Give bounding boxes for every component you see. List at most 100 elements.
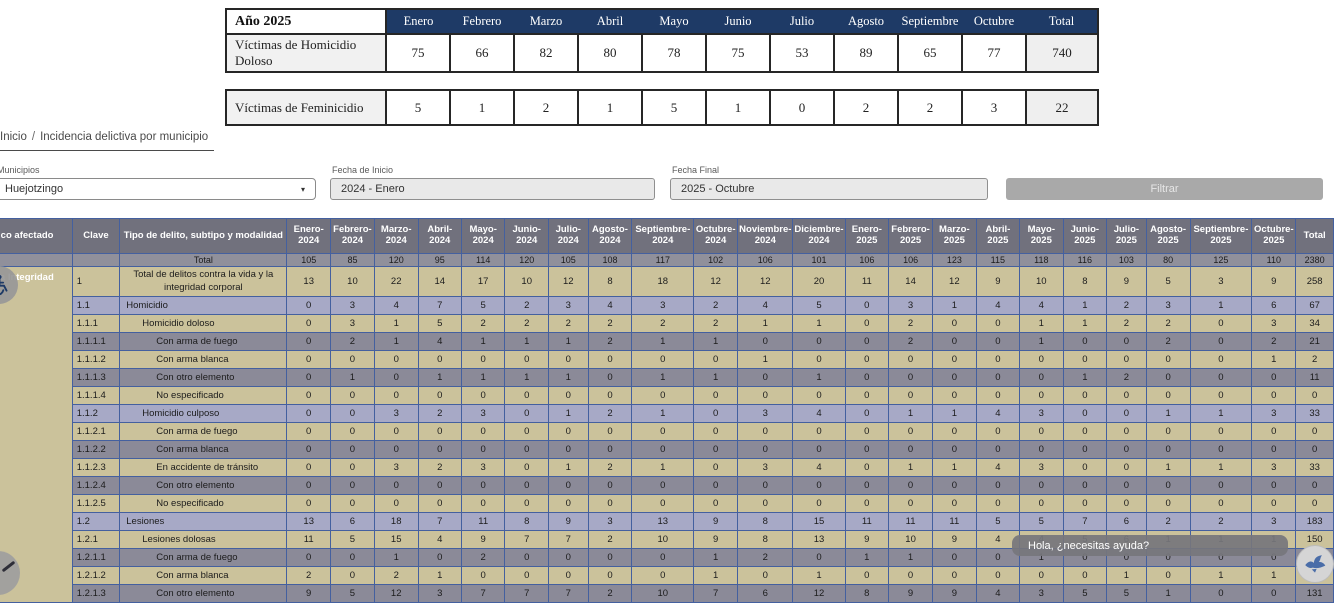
value-cell: 0 bbox=[1189, 494, 1253, 513]
crime-row-1.1: 1.1 Homicidio 0 3 4 7 5 2 3 4 3 2 4 5 0 3 1 4 4 1 2 3 1 6 67 bbox=[0, 296, 1334, 315]
value-cell: 1 bbox=[547, 458, 589, 477]
value-cell: 0 bbox=[504, 566, 549, 585]
value-cell: 3 bbox=[631, 296, 695, 315]
value-cell: 0 bbox=[631, 494, 695, 513]
summary-month-header: Total bbox=[1026, 8, 1099, 35]
value-cell: 0 bbox=[330, 440, 375, 459]
month-header: Marzo- 2025 bbox=[932, 218, 977, 254]
value-cell: 0 bbox=[975, 440, 1021, 459]
municipio-select[interactable]: Huejotzingo ▾ bbox=[0, 178, 316, 200]
value-cell: 0 bbox=[844, 458, 890, 477]
value-cell: 0 bbox=[631, 422, 695, 441]
value-cell: 0 bbox=[844, 350, 890, 369]
value-cell: 0 bbox=[1295, 440, 1334, 459]
value-cell: 0 bbox=[737, 440, 794, 459]
summary-table-homicidio: Año 2025 Enero Febrero Marzo Abril Mayo Junio… bbox=[225, 8, 1099, 73]
value-cell: 0 bbox=[932, 494, 977, 513]
month-header: Junio- 2025 bbox=[1062, 218, 1108, 254]
clave-cell: 1.2 bbox=[71, 512, 121, 531]
summary-value-cell: 2 bbox=[897, 89, 963, 126]
breadcrumb-home-link[interactable]: Inicio bbox=[0, 131, 27, 143]
value-cell: 0 bbox=[1062, 422, 1108, 441]
value-cell: 0 bbox=[792, 548, 846, 567]
value-cell: 12 bbox=[547, 266, 589, 297]
tipo-cell: Con otro elemento bbox=[119, 368, 288, 387]
fecha-inicio-input[interactable]: 2024 - Enero bbox=[330, 178, 655, 200]
value-cell: 5 bbox=[1106, 584, 1147, 603]
tipo-cell: No especificado bbox=[119, 386, 288, 405]
value-cell: 1 bbox=[792, 314, 846, 333]
value-cell: 1 bbox=[504, 332, 549, 351]
value-cell: 1 bbox=[1251, 566, 1297, 585]
value-cell: 0 bbox=[330, 404, 375, 423]
value-cell: 0 bbox=[587, 440, 633, 459]
value-cell: 9 bbox=[286, 584, 331, 603]
value-cell: 0 bbox=[1145, 566, 1191, 585]
value-cell: 0 bbox=[975, 386, 1021, 405]
total-header: Total bbox=[1295, 218, 1334, 254]
value-cell: 9 bbox=[932, 584, 977, 603]
value-cell: 3 bbox=[1251, 404, 1297, 423]
crime-row-1.1.2: 1.1.2 Homicidio culposo 0 0 3 2 3 0 1 2 1 0 3 4 0 1 1 4 3 0… bbox=[0, 404, 1334, 423]
filtrar-button[interactable]: Filtrar bbox=[1006, 178, 1323, 200]
month-header: Julio- 2025 bbox=[1106, 218, 1147, 254]
scroll-arrow-button[interactable] bbox=[0, 551, 20, 595]
value-cell: 4 bbox=[587, 296, 633, 315]
total-row-value: 110 bbox=[1251, 253, 1297, 267]
tipo-cell: Total de delitos contra la vida y la int… bbox=[119, 266, 288, 297]
chat-widget-button[interactable] bbox=[1296, 545, 1334, 583]
accessibility-widget-button[interactable] bbox=[0, 266, 18, 304]
total-row-value: 106 bbox=[844, 253, 890, 267]
value-cell: 1 bbox=[1145, 404, 1191, 423]
value-cell: 0 bbox=[330, 494, 375, 513]
value-cell: 0 bbox=[286, 332, 331, 351]
value-cell: 150 bbox=[1295, 530, 1334, 549]
chat-greeting-bubble[interactable]: Hola, ¿necesitas ayuda? bbox=[1012, 535, 1288, 556]
fecha-final-input[interactable]: 2025 - Octubre bbox=[670, 178, 988, 200]
value-cell: 1 bbox=[693, 548, 739, 567]
value-cell: 0 bbox=[547, 548, 589, 567]
value-cell: 1 bbox=[792, 368, 846, 387]
tipo-cell: Con arma blanca bbox=[119, 440, 288, 459]
value-cell: 0 bbox=[286, 404, 331, 423]
value-cell: 7 bbox=[417, 512, 462, 531]
value-cell: 0 bbox=[1251, 494, 1297, 513]
value-cell: 0 bbox=[975, 494, 1021, 513]
value-cell: 1 bbox=[330, 368, 375, 387]
summary-value-cell: 3 bbox=[961, 89, 1027, 126]
value-cell: 0 bbox=[1145, 368, 1191, 387]
value-cell: 0 bbox=[631, 476, 695, 495]
month-header: Agosto- 2024 bbox=[587, 218, 633, 254]
value-cell: 0 bbox=[975, 332, 1021, 351]
value-cell: 0 bbox=[932, 566, 977, 585]
total-row-value: 117 bbox=[631, 253, 695, 267]
value-cell: 0 bbox=[631, 440, 695, 459]
value-cell: 1 bbox=[1189, 458, 1253, 477]
value-cell: 0 bbox=[1145, 494, 1191, 513]
crime-row-1.1.2.5: 1.1.2.5 No especificado 0 0 0 0 0 0 0 0 0 0 0 0 0 0 0 0 0 0… bbox=[0, 494, 1334, 513]
value-cell: 11 bbox=[844, 266, 890, 297]
value-cell: 1 bbox=[373, 548, 419, 567]
value-cell: 0 bbox=[1189, 350, 1253, 369]
clave-cell: 1.1.1.4 bbox=[71, 386, 121, 405]
value-cell: 4 bbox=[975, 584, 1021, 603]
value-cell: 5 bbox=[417, 314, 462, 333]
value-cell: 0 bbox=[286, 548, 331, 567]
fecha-inicio-value: 2024 - Enero bbox=[341, 183, 405, 195]
value-cell: 0 bbox=[932, 548, 977, 567]
municipio-selected-value: Huejotzingo bbox=[5, 183, 64, 195]
value-cell: 1 bbox=[417, 566, 462, 585]
value-cell: 0 bbox=[975, 548, 1021, 567]
summary-month-header: Enero bbox=[386, 8, 450, 35]
summary-value-cell: 78 bbox=[641, 33, 707, 73]
value-cell: 2 bbox=[587, 584, 633, 603]
value-cell: 0 bbox=[844, 368, 890, 387]
value-cell: 10 bbox=[888, 530, 934, 549]
breadcrumb-current-link[interactable]: Incidencia delictiva por municipio bbox=[40, 131, 209, 143]
tipo-cell: Con otro elemento bbox=[119, 584, 288, 603]
value-cell: 0 bbox=[504, 476, 549, 495]
summary-value-cell: 1 bbox=[449, 89, 515, 126]
value-cell: 0 bbox=[1019, 368, 1064, 387]
value-cell: 0 bbox=[587, 548, 633, 567]
summary-row-feminicidio: Víctimas de Feminicidio 5 1 2 1 5 1 0 2 2 3 22 bbox=[225, 89, 1099, 126]
